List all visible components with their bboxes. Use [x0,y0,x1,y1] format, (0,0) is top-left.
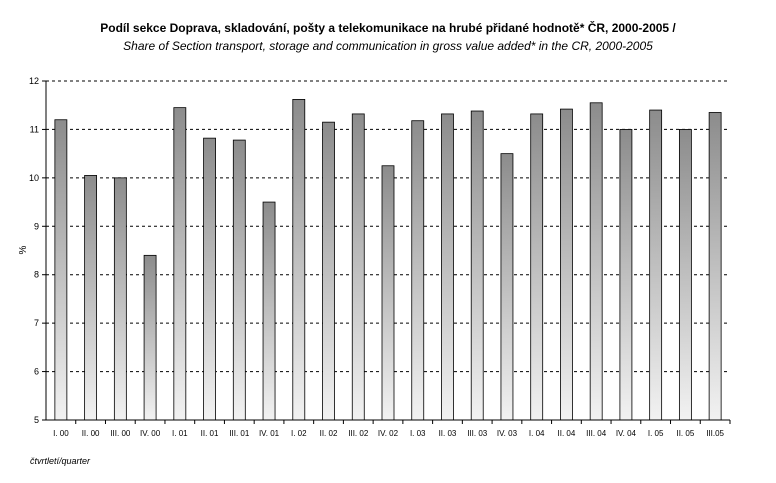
bar [560,108,573,421]
x-axis-label: čtvrtletí/quarter [30,456,91,466]
bar [203,137,216,421]
bar [411,120,425,421]
bar [708,112,722,421]
x-tick-label: IV. 04 [616,429,637,438]
gridlines [46,80,730,373]
chart-subtitle: Share of Section transport, storage and … [123,39,653,53]
x-tick-label: II. 03 [439,429,457,438]
bars [54,99,722,421]
x-tick-label: III. 02 [348,429,369,438]
bar [292,99,306,421]
bar [84,175,98,421]
x-tick-label: III. 04 [586,429,607,438]
x-tick-label: I. 00 [53,429,69,438]
x-tick-label: II. 00 [82,429,100,438]
x-tick-label: IV. 02 [378,429,399,438]
y-tick-label: 5 [34,415,39,425]
x-tick-label: III. 03 [467,429,488,438]
x-tick-label: II. 01 [201,429,219,438]
y-tick-label: 7 [34,318,39,328]
x-tick-label: I. 05 [648,429,664,438]
x-tick-label: II. 02 [320,429,338,438]
bar [649,109,663,421]
x-tick-label: II. 04 [558,429,576,438]
bar [113,177,127,421]
bar [678,129,692,421]
x-tick-label: III. 01 [229,429,250,438]
x-tick-label: IV. 00 [140,429,161,438]
bar [173,107,187,421]
bar [530,113,544,421]
x-tick-label: II. 05 [676,429,694,438]
bar [351,113,365,421]
bar [322,121,335,421]
bar [470,110,484,421]
y-tick-label: 6 [34,367,39,377]
chart-title: Podíl sekce Doprava, skladování, pošty a… [100,21,676,35]
x-tick-label: III.05 [706,429,724,438]
y-axis-label: % [18,245,29,254]
bar [589,102,603,421]
x-tick-label: IV. 03 [497,429,518,438]
x-tick-label: III. 00 [110,429,131,438]
bar [262,201,276,421]
tick-labels: 5 6 7 8 9 10 11 12 I. 00 II. 00 III. 00 IV. 00 I. 01… [29,76,731,438]
bar [232,139,246,421]
x-tick-label: I. 03 [410,429,426,438]
x-tick-label: IV. 01 [259,429,280,438]
y-tick-label: 10 [29,173,39,183]
bar [500,153,514,421]
bar [441,113,454,421]
y-tick-label: 8 [34,270,39,280]
y-tick-label: 12 [29,76,39,86]
axes [45,81,730,421]
bar [381,165,395,421]
y-tick-label: 11 [30,124,39,134]
x-tick-label: I. 04 [529,429,545,438]
y-tick-label: 9 [34,221,39,231]
x-tick-label: I. 02 [291,429,307,438]
bar [54,119,68,421]
x-tick-label: I. 01 [172,429,188,438]
bar [143,254,157,421]
bar [619,129,633,421]
